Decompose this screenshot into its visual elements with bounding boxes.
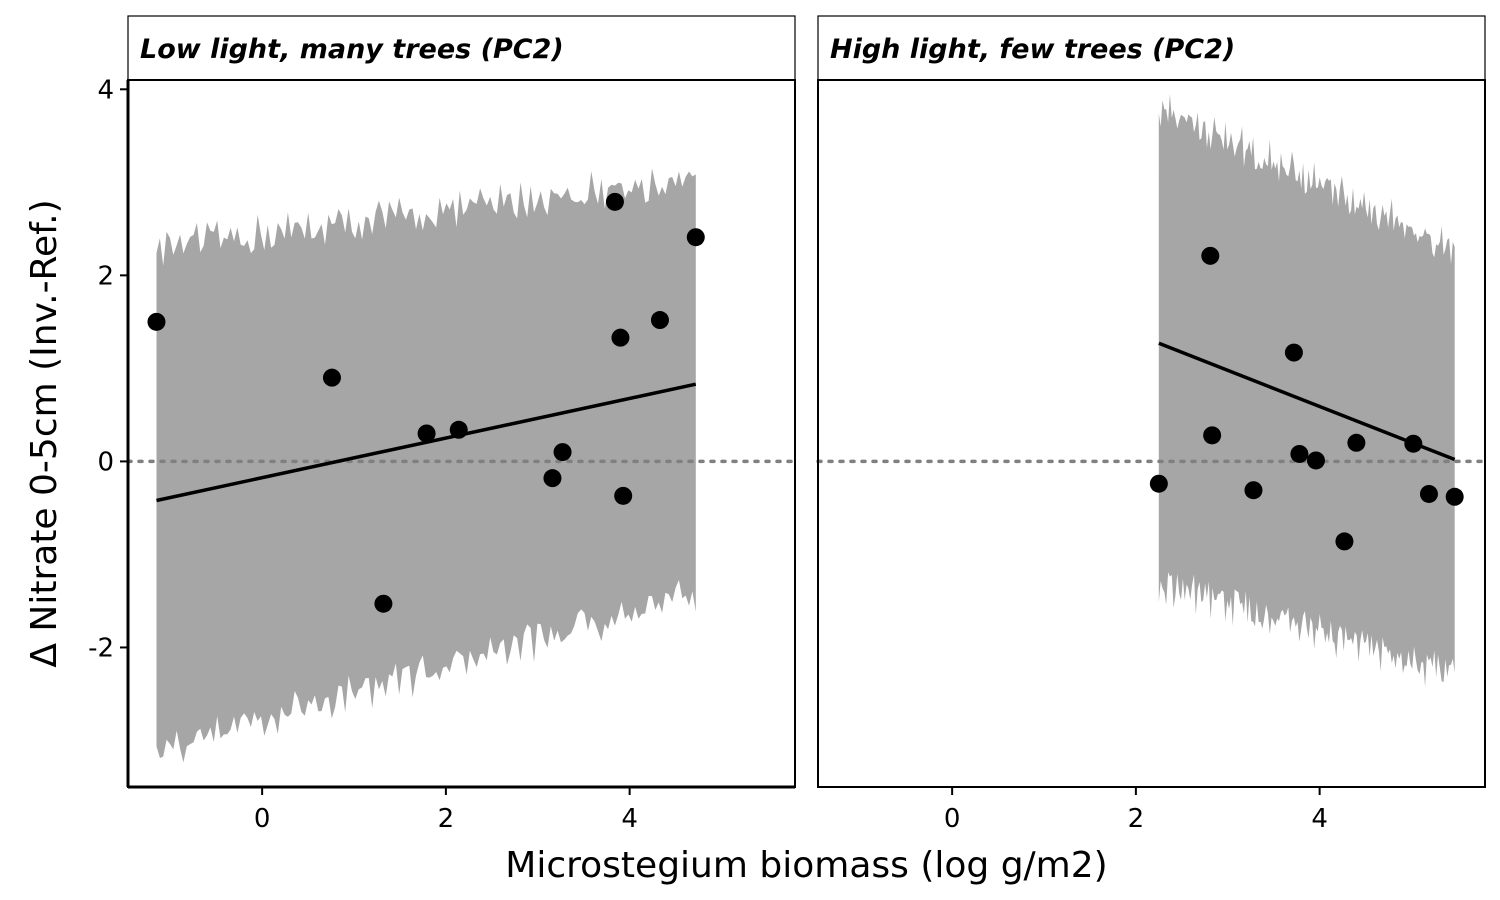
x-tick-label: 4	[621, 804, 638, 834]
panel-2: High light, few trees (PC2) 0 2 4	[816, 15, 1487, 834]
data-point	[1419, 484, 1438, 503]
data-point	[1335, 532, 1354, 551]
y-tick-label: -2	[88, 633, 114, 663]
data-point	[1201, 246, 1220, 265]
x-tick-label: 2	[438, 804, 455, 834]
data-point	[611, 328, 630, 347]
x-axis-title: Microstegium biomass (log g/m2)	[505, 845, 1107, 886]
data-point	[1306, 451, 1325, 470]
data-point	[1347, 433, 1366, 452]
data-point	[1445, 487, 1464, 506]
data-point	[1404, 434, 1423, 453]
data-point	[543, 469, 562, 488]
data-point	[553, 443, 572, 462]
data-point	[147, 312, 166, 331]
data-point	[417, 424, 436, 443]
data-point	[1203, 426, 1222, 445]
panel-title: High light, few trees (PC2)	[830, 34, 1235, 65]
panel-title: Low light, many trees (PC2)	[140, 34, 564, 65]
data-point	[322, 368, 341, 387]
data-point	[650, 311, 669, 330]
data-point	[1149, 474, 1168, 493]
data-point	[374, 594, 393, 613]
data-point	[449, 420, 468, 439]
data-point	[1284, 343, 1303, 362]
panel-strip	[127, 15, 796, 81]
x-tick-label: 2	[1128, 804, 1145, 834]
data-point	[1244, 481, 1263, 500]
y-axis-title: Δ Nitrate 0-5cm (Inv.-Ref.)	[24, 199, 65, 667]
y-tick-label: 0	[97, 447, 114, 477]
panel-1: Low light, many trees (PC2) 0 2 4	[126, 15, 797, 834]
x-tick-label: 0	[944, 804, 961, 834]
x-tick-label: 4	[1311, 804, 1328, 834]
data-point	[614, 486, 633, 505]
data-point	[686, 228, 705, 247]
data-point	[1290, 444, 1309, 463]
y-tick-label: 4	[97, 75, 114, 105]
credible-interval-ribbon	[156, 168, 696, 763]
data-point	[605, 192, 624, 211]
panel-strip	[817, 15, 1486, 81]
x-tick-label: 0	[254, 804, 271, 834]
y-tick-label: 2	[97, 261, 114, 291]
credible-interval-ribbon	[1158, 93, 1455, 687]
panel-border	[817, 79, 1486, 788]
